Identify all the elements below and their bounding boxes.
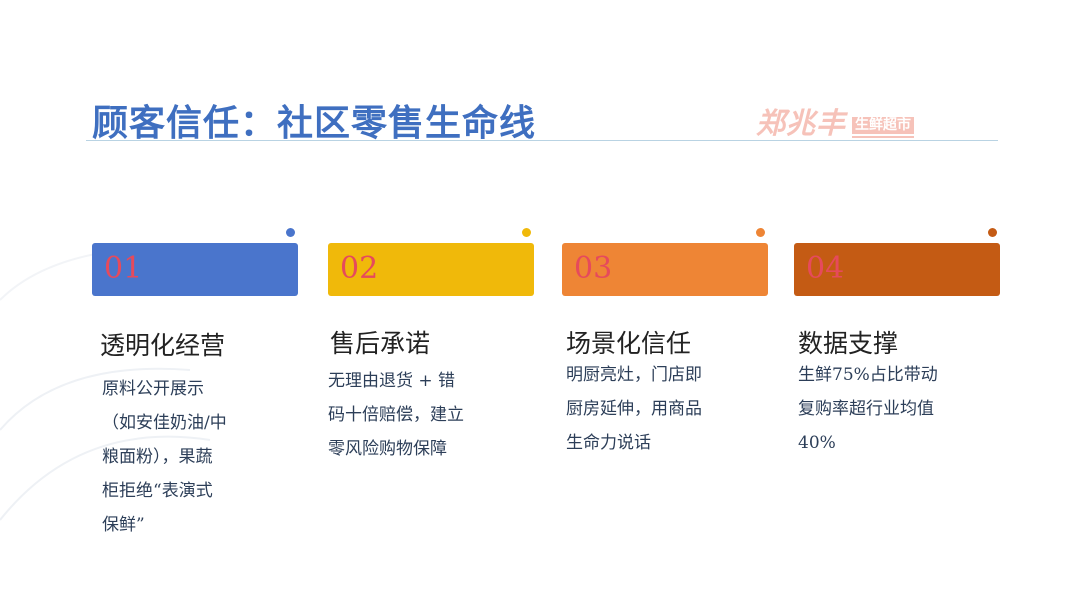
card-number-bar bbox=[794, 243, 1000, 296]
card-number-bar bbox=[562, 243, 768, 296]
card-number: 02 bbox=[340, 251, 379, 286]
card-description: 生鲜75%占比带动 复购率超行业均值 40% bbox=[798, 358, 938, 460]
card-dot bbox=[756, 228, 765, 237]
description-line: 明厨亮灶，门店即 bbox=[566, 365, 702, 385]
description-line: 原料公开展示 bbox=[102, 379, 204, 399]
card-number-bar bbox=[92, 243, 298, 296]
card-number-bar bbox=[328, 243, 534, 296]
card-number: 01 bbox=[104, 251, 143, 286]
description-line: 零风险购物保障 bbox=[328, 439, 447, 459]
description-line: 40% bbox=[798, 433, 836, 453]
page-title: 顾客信任：社区零售生命线 bbox=[92, 103, 537, 144]
description-line: 生鲜75%占比带动 bbox=[798, 365, 938, 385]
card-dot bbox=[988, 228, 997, 237]
description-line: （如安佳奶油/中 bbox=[102, 413, 227, 433]
card-heading: 数据支撑 bbox=[798, 329, 899, 358]
description-line: 厨房延伸，用商品 bbox=[566, 399, 702, 419]
card-heading: 售后承诺 bbox=[330, 329, 431, 358]
card-number: 03 bbox=[574, 251, 613, 286]
card-description: 无理由退货 + 错 码十倍赔偿，建立 零风险购物保障 bbox=[328, 364, 464, 466]
card-description: 原料公开展示 （如安佳奶油/中 粮面粉），果蔬 柜拒绝“表演式 保鲜” bbox=[102, 372, 227, 542]
brand-logo-tag: 生鲜超市 bbox=[852, 116, 915, 134]
card-description: 明厨亮灶，门店即 厨房延伸，用商品 生命力说话 bbox=[566, 358, 702, 460]
description-line: 柜拒绝“表演式 bbox=[102, 481, 213, 501]
description-line: 生命力说话 bbox=[566, 433, 651, 453]
description-line: 粮面粉），果蔬 bbox=[102, 447, 213, 467]
description-line: 码十倍赔偿，建立 bbox=[328, 405, 464, 425]
card-heading: 场景化信任 bbox=[566, 329, 692, 358]
description-line: 保鲜” bbox=[102, 515, 145, 535]
card-heading: 透明化经营 bbox=[100, 331, 226, 360]
description-line: 无理由退货 + 错 bbox=[328, 371, 456, 391]
description-line: 复购率超行业均值 bbox=[798, 399, 934, 419]
title-divider bbox=[86, 140, 998, 141]
card-dot bbox=[522, 228, 531, 237]
card-number: 04 bbox=[806, 251, 845, 286]
card-dot bbox=[286, 228, 295, 237]
brand-logo-name: 郑兆丰 bbox=[756, 106, 847, 140]
brand-logo: 郑兆丰 生鲜超市 bbox=[756, 104, 915, 140]
